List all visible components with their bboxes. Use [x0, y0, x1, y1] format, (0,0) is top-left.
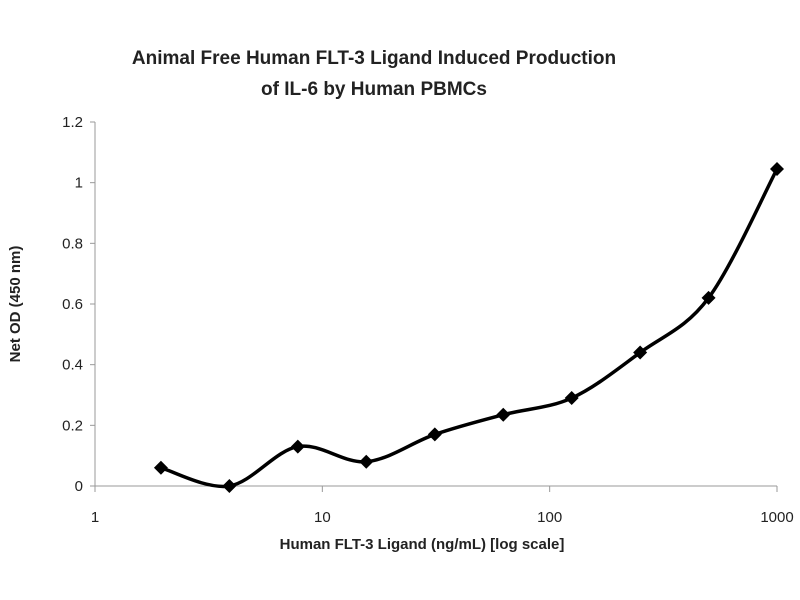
- data-point-marker: [427, 427, 442, 442]
- y-tick-label: 0: [75, 478, 83, 495]
- data-point-marker: [359, 454, 374, 469]
- x-tick-label: 100: [537, 509, 562, 526]
- series-line: [160, 168, 779, 489]
- x-tick-label: 1: [91, 509, 99, 526]
- data-point-marker: [633, 345, 648, 360]
- data-point-marker: [564, 391, 579, 406]
- x-tick-label: 10: [314, 509, 331, 526]
- data-point-marker: [290, 439, 305, 454]
- y-axis-label: Net OD (450 nm): [7, 246, 24, 363]
- y-tick-label: 0.2: [62, 417, 83, 434]
- data-point-marker: [496, 407, 511, 422]
- chart-title-line-1: Animal Free Human FLT-3 Ligand Induced P…: [132, 48, 616, 69]
- data-point-marker: [222, 479, 237, 493]
- y-tick-label: 1: [75, 175, 83, 192]
- data-point-marker: [770, 162, 784, 177]
- y-tick-label: 0.6: [62, 296, 83, 313]
- y-tick-label: 0.4: [62, 357, 83, 374]
- y-tick-label: 1.2: [62, 114, 83, 131]
- x-tick-label: 1000: [760, 509, 793, 526]
- data-point-marker: [153, 460, 168, 475]
- data-point-marker: [701, 290, 716, 305]
- chart-title-line-2: of IL-6 by Human PBMCs: [261, 79, 487, 100]
- y-tick-label: 0.8: [62, 235, 83, 252]
- x-axis-label: Human FLT-3 Ligand (ng/mL) [log scale]: [280, 536, 565, 553]
